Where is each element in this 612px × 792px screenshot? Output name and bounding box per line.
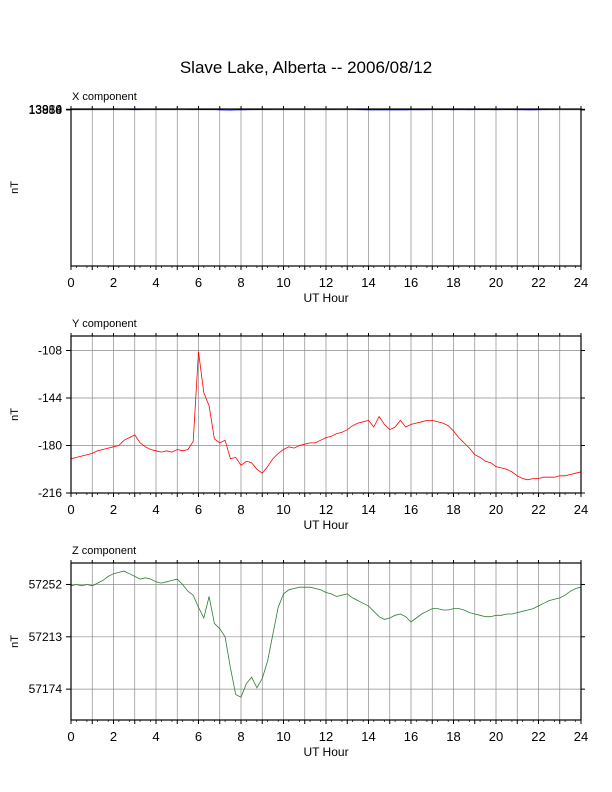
x-y-tick-label: 13858 <box>29 103 63 117</box>
z-x-axis-label: UT Hour <box>303 745 348 759</box>
y-x-tick-label: 20 <box>489 502 503 517</box>
y-y-tick-label: -180 <box>38 439 62 453</box>
y-y-tick-label: -108 <box>38 344 62 358</box>
y-x-axis-label: UT Hour <box>303 518 348 532</box>
z-x-tick-label: 24 <box>574 729 588 744</box>
z-x-tick-label: 22 <box>531 729 545 744</box>
y-component-title: Y component <box>72 318 137 330</box>
z-x-tick-label: 0 <box>67 729 74 744</box>
x-x-tick-label: 22 <box>531 275 545 290</box>
y-y-tick-label: -216 <box>38 486 62 500</box>
y-x-tick-label: 18 <box>446 502 460 517</box>
x-x-tick-label: 8 <box>237 275 244 290</box>
chart-title: Slave Lake, Alberta -- 2006/08/12 <box>179 58 433 77</box>
y-x-tick-label: 6 <box>195 502 202 517</box>
z-y-tick-label: 57252 <box>29 577 63 591</box>
x-x-axis-label: UT Hour <box>303 291 348 305</box>
z-y-axis-label: nT <box>9 635 21 648</box>
z-x-tick-label: 4 <box>152 729 159 744</box>
z-y-tick-label: 57213 <box>29 630 63 644</box>
z-x-tick-label: 18 <box>446 729 460 744</box>
y-x-tick-label: 22 <box>531 502 545 517</box>
y-x-tick-label: 8 <box>237 502 244 517</box>
x-plot-frame <box>70 108 582 267</box>
y-x-tick-label: 4 <box>152 502 159 517</box>
y-y-axis-label: nT <box>9 408 21 421</box>
y-x-tick-label: 0 <box>67 502 74 517</box>
y-x-tick-label: 10 <box>276 502 290 517</box>
x-x-tick-label: 6 <box>195 275 202 290</box>
x-component-title: X component <box>72 91 137 103</box>
y-x-tick-label: 24 <box>574 502 588 517</box>
z-x-tick-label: 14 <box>361 729 375 744</box>
x-x-tick-label: 24 <box>574 275 588 290</box>
y-x-tick-label: 12 <box>319 502 333 517</box>
x-x-tick-label: 0 <box>67 275 74 290</box>
y-series-line <box>70 351 582 481</box>
z-x-tick-label: 20 <box>489 729 503 744</box>
z-series-line <box>70 570 582 698</box>
z-component-title: Z component <box>72 545 137 557</box>
x-x-tick-label: 2 <box>110 275 117 290</box>
x-x-tick-label: 10 <box>276 275 290 290</box>
x-x-tick-label: 4 <box>152 275 159 290</box>
x-x-tick-label: 16 <box>404 275 418 290</box>
z-x-tick-label: 2 <box>110 729 117 744</box>
y-x-tick-label: 14 <box>361 502 375 517</box>
y-y-tick-label: -144 <box>38 391 62 405</box>
z-y-tick-label: 57174 <box>29 682 63 696</box>
x-x-tick-label: 18 <box>446 275 460 290</box>
y-plot-frame <box>70 335 582 494</box>
x-x-tick-label: 14 <box>361 275 375 290</box>
x-x-tick-label: 20 <box>489 275 503 290</box>
x-y-axis-label: nT <box>9 181 21 194</box>
x-y-tick-label: 13910 <box>29 102 63 116</box>
z-plot-frame <box>70 562 582 721</box>
y-x-tick-label: 2 <box>110 502 117 517</box>
y-x-tick-label: 16 <box>404 502 418 517</box>
x-y-tick-label: 13884 <box>29 103 63 117</box>
z-x-tick-label: 8 <box>237 729 244 744</box>
z-x-tick-label: 12 <box>319 729 333 744</box>
x-x-tick-label: 12 <box>319 275 333 290</box>
z-x-tick-label: 10 <box>276 729 290 744</box>
z-x-tick-label: 16 <box>404 729 418 744</box>
z-x-tick-label: 6 <box>195 729 202 744</box>
